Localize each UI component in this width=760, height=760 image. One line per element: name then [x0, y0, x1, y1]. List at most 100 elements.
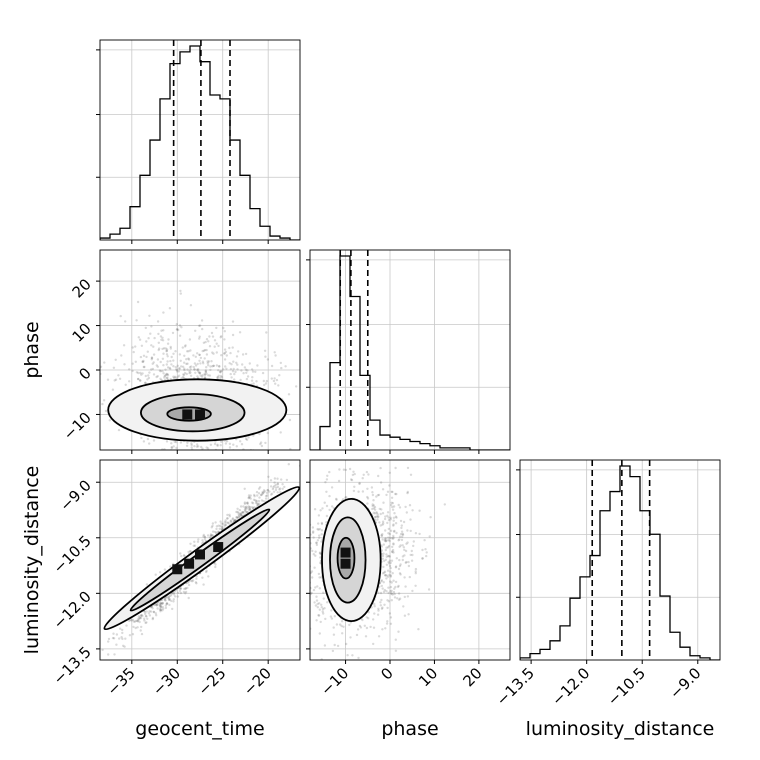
scatter-point	[304, 577, 306, 579]
scatter-point	[320, 533, 323, 536]
scatter-point	[387, 538, 390, 542]
scatter-point	[161, 601, 164, 605]
scatter-point	[142, 359, 145, 363]
scatter-point	[390, 503, 393, 507]
scatter-point	[165, 440, 169, 443]
scatter-point	[317, 514, 321, 517]
scatter-point	[389, 529, 393, 532]
scatter-point	[321, 507, 324, 510]
scatter-point	[340, 620, 344, 623]
scatter-point	[310, 570, 314, 573]
scatter-point	[191, 579, 195, 582]
scatter-point	[372, 504, 376, 507]
scatter-point	[178, 587, 182, 590]
scatter-point	[166, 602, 169, 605]
scatter-point	[223, 338, 226, 341]
scatter-point	[290, 529, 292, 531]
scatter-point	[367, 473, 370, 476]
scatter-point	[244, 368, 248, 371]
scatter-point	[399, 563, 402, 566]
scatter-point	[210, 331, 214, 335]
scatter-point	[165, 372, 168, 376]
scatter-point	[273, 485, 276, 488]
scatter-point	[200, 445, 203, 449]
scatter-point	[297, 556, 299, 558]
panel-content	[100, 250, 300, 508]
scatter-point	[128, 368, 131, 371]
scatter-point	[399, 573, 402, 576]
scatter-point	[218, 364, 221, 368]
scatter-point	[276, 485, 280, 489]
scatter-point	[155, 364, 158, 367]
scatter-point	[249, 497, 252, 500]
scatter-point	[320, 606, 323, 609]
scatter-point	[330, 609, 333, 612]
scatter-point	[198, 353, 201, 357]
scatter-point	[377, 609, 380, 612]
scatter-point	[391, 505, 394, 509]
scatter-point	[330, 434, 332, 436]
scatter-point	[152, 610, 155, 614]
scatter-point	[238, 508, 241, 512]
scatter-point	[296, 543, 298, 545]
scatter-point	[165, 456, 167, 458]
scatter-point	[326, 474, 329, 477]
scatter-point	[389, 518, 392, 521]
scatter-point	[202, 362, 205, 365]
scatter-point	[384, 529, 387, 532]
scatter-point	[270, 493, 273, 496]
x-tick-label: −12.0	[548, 664, 593, 709]
scatter-point	[225, 521, 228, 524]
scatter-point	[223, 523, 227, 526]
scatter-point	[211, 335, 215, 338]
y-axis-label-luminosity-distance: luminosity_distance	[21, 466, 43, 655]
scatter-point	[197, 370, 200, 373]
scatter-point	[193, 368, 196, 371]
scatter-point	[321, 610, 324, 613]
scatter-point	[141, 360, 144, 363]
scatter-point	[211, 365, 214, 368]
scatter-point	[314, 554, 317, 557]
scatter-point	[279, 431, 282, 434]
scatter-point	[381, 557, 384, 560]
scatter-point	[163, 448, 166, 450]
scatter-point	[243, 366, 247, 369]
scatter-point	[280, 366, 283, 370]
scatter-point	[200, 453, 202, 455]
scatter-point	[231, 346, 234, 349]
scatter-point	[202, 583, 205, 586]
scatter-point	[390, 490, 393, 493]
scatter-point	[136, 620, 139, 623]
scatter-point	[159, 610, 162, 613]
scatter-point	[264, 355, 267, 358]
scatter-point	[409, 473, 413, 476]
scatter-point	[375, 495, 378, 498]
scatter-point	[338, 468, 341, 471]
scatter-point	[165, 363, 168, 366]
scatter-point	[256, 504, 259, 508]
scatter-point	[406, 491, 409, 495]
scatter-point	[346, 661, 348, 663]
scatter-point	[174, 463, 176, 465]
scatter-point	[206, 360, 209, 363]
scatter-point	[167, 598, 171, 601]
scatter-point	[165, 376, 168, 380]
scatter-point	[323, 501, 326, 504]
scatter-point	[150, 368, 153, 371]
scatter-point	[394, 566, 398, 569]
scatter-point	[287, 463, 290, 466]
scatter-point	[391, 550, 394, 554]
scatter-point	[264, 494, 268, 498]
scatter-point	[323, 644, 327, 647]
scatter-point	[145, 621, 148, 624]
scatter-point	[392, 516, 396, 519]
scatter-point	[142, 365, 145, 369]
scatter-point	[236, 363, 239, 366]
scatter-point	[186, 506, 188, 508]
scatter-point	[384, 558, 387, 561]
scatter-point	[393, 587, 396, 590]
scatter-point	[386, 514, 389, 517]
scatter-point	[232, 360, 235, 363]
scatter-point	[157, 332, 160, 336]
